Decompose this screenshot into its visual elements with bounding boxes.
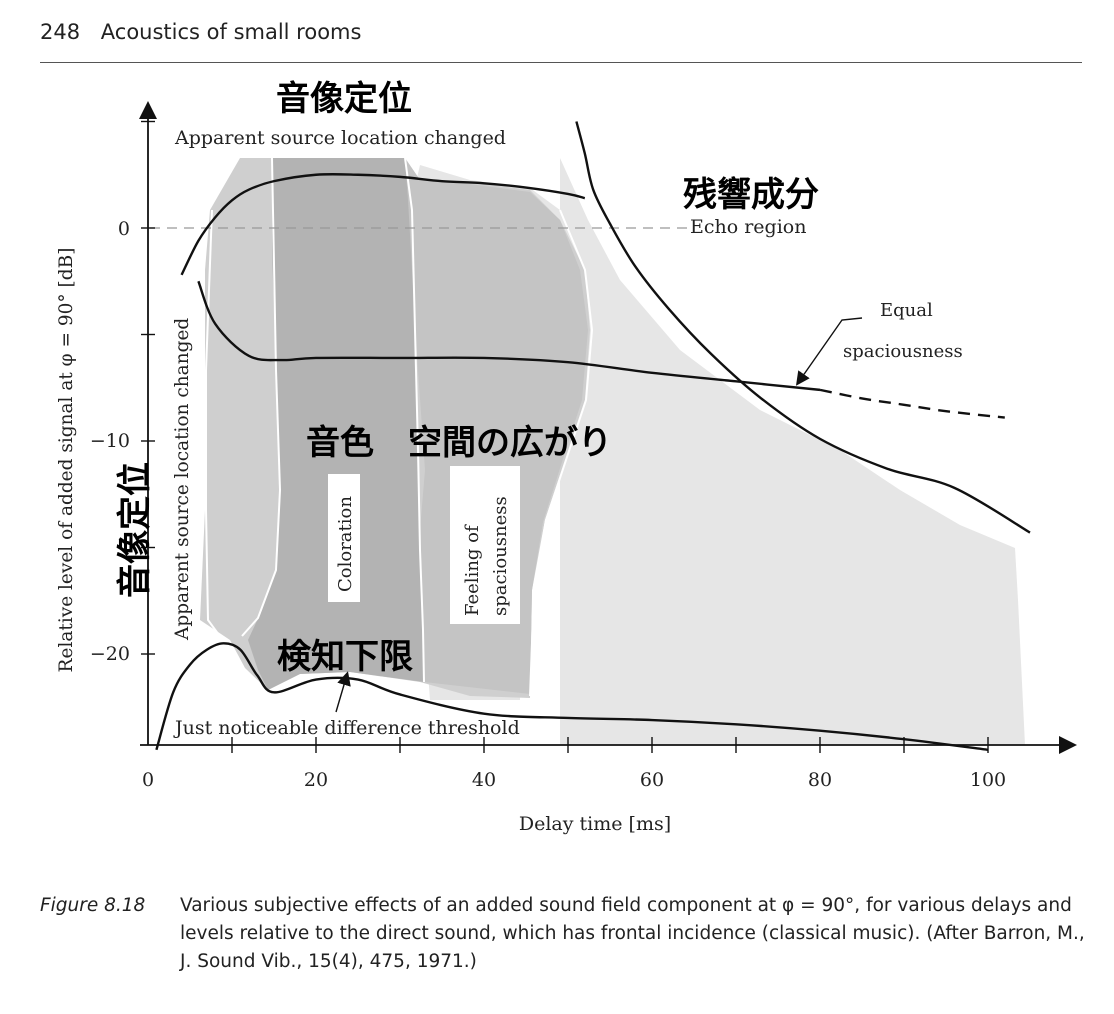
y-tick-label-minus20: −20	[90, 643, 130, 665]
outer-echo-region	[560, 158, 1025, 745]
equal-spaciousness-pointer	[795, 317, 863, 386]
axes	[139, 101, 1077, 754]
boundary-line-1	[241, 157, 282, 637]
coloration-label-box	[328, 474, 360, 602]
y-tick-label-0: 0	[118, 218, 130, 240]
coloration-region	[248, 158, 424, 690]
page-header: 248 Acoustics of small rooms	[40, 20, 1080, 56]
feeling-label-line2: spaciousness	[490, 496, 511, 616]
jp-top-label: 音像定位	[276, 79, 412, 119]
series-curve-3	[575, 121, 1031, 534]
jp-threshold-label: 検知下限	[277, 637, 413, 677]
header-rule	[40, 62, 1082, 63]
jp-middle-label: 音色 空間の広がり	[306, 423, 612, 463]
coloration-label: Coloration	[335, 496, 356, 592]
feeling-label-line1: Feeling of	[462, 524, 483, 616]
x-axis-label: Delay time [ms]	[519, 813, 671, 835]
series-curve-2	[180, 172, 586, 276]
series-curve-0-extension	[819, 388, 1005, 419]
running-title: Acoustics of small rooms	[100, 20, 362, 44]
page-number: 248	[40, 20, 81, 44]
jnd-pointer	[335, 671, 351, 713]
x-tick-label-0: 0	[142, 769, 154, 791]
jp-left-vertical-label: 音像定位	[115, 462, 155, 598]
boundary-line-3	[529, 209, 594, 697]
boundary-line-4	[205, 209, 246, 681]
equal-label-line1: Equal	[880, 300, 933, 321]
jnd-label: Just noticeable difference threshold	[173, 717, 520, 739]
x-tick-label-100: 100	[970, 769, 1006, 791]
series-curve-0	[197, 280, 821, 392]
x-tick-label-60: 60	[640, 769, 664, 791]
curves-layer	[155, 121, 1031, 752]
x-tick-label-40: 40	[472, 769, 496, 791]
boundary-line-2	[404, 157, 425, 683]
y-axis-label: Relative level of added signal at φ = 90…	[56, 248, 77, 673]
y-tick-label-minus10: −10	[90, 430, 130, 452]
apparent-top-label: Apparent source location changed	[174, 127, 506, 149]
figure-caption: Figure 8.18 Various subjective effects o…	[40, 892, 1090, 976]
series-curve-1	[155, 642, 989, 752]
apparent-vertical-label: Apparent source location changed	[172, 318, 193, 641]
jp-reverb-label: 残響成分	[683, 175, 819, 215]
equal-label-line2: spaciousness	[843, 341, 963, 362]
caption-text: Various subjective effects of an added s…	[180, 895, 1085, 972]
x-tick-label-20: 20	[304, 769, 328, 791]
echo-region-label: Echo region	[690, 216, 806, 238]
caption-figure-label: Figure 8.18	[40, 895, 146, 916]
x-tick-label-80: 80	[808, 769, 832, 791]
feeling-label-box	[450, 466, 520, 624]
figure-chart: 0 20 40 60 80 100 0 −10 −20 Delay time […	[56, 79, 1077, 835]
